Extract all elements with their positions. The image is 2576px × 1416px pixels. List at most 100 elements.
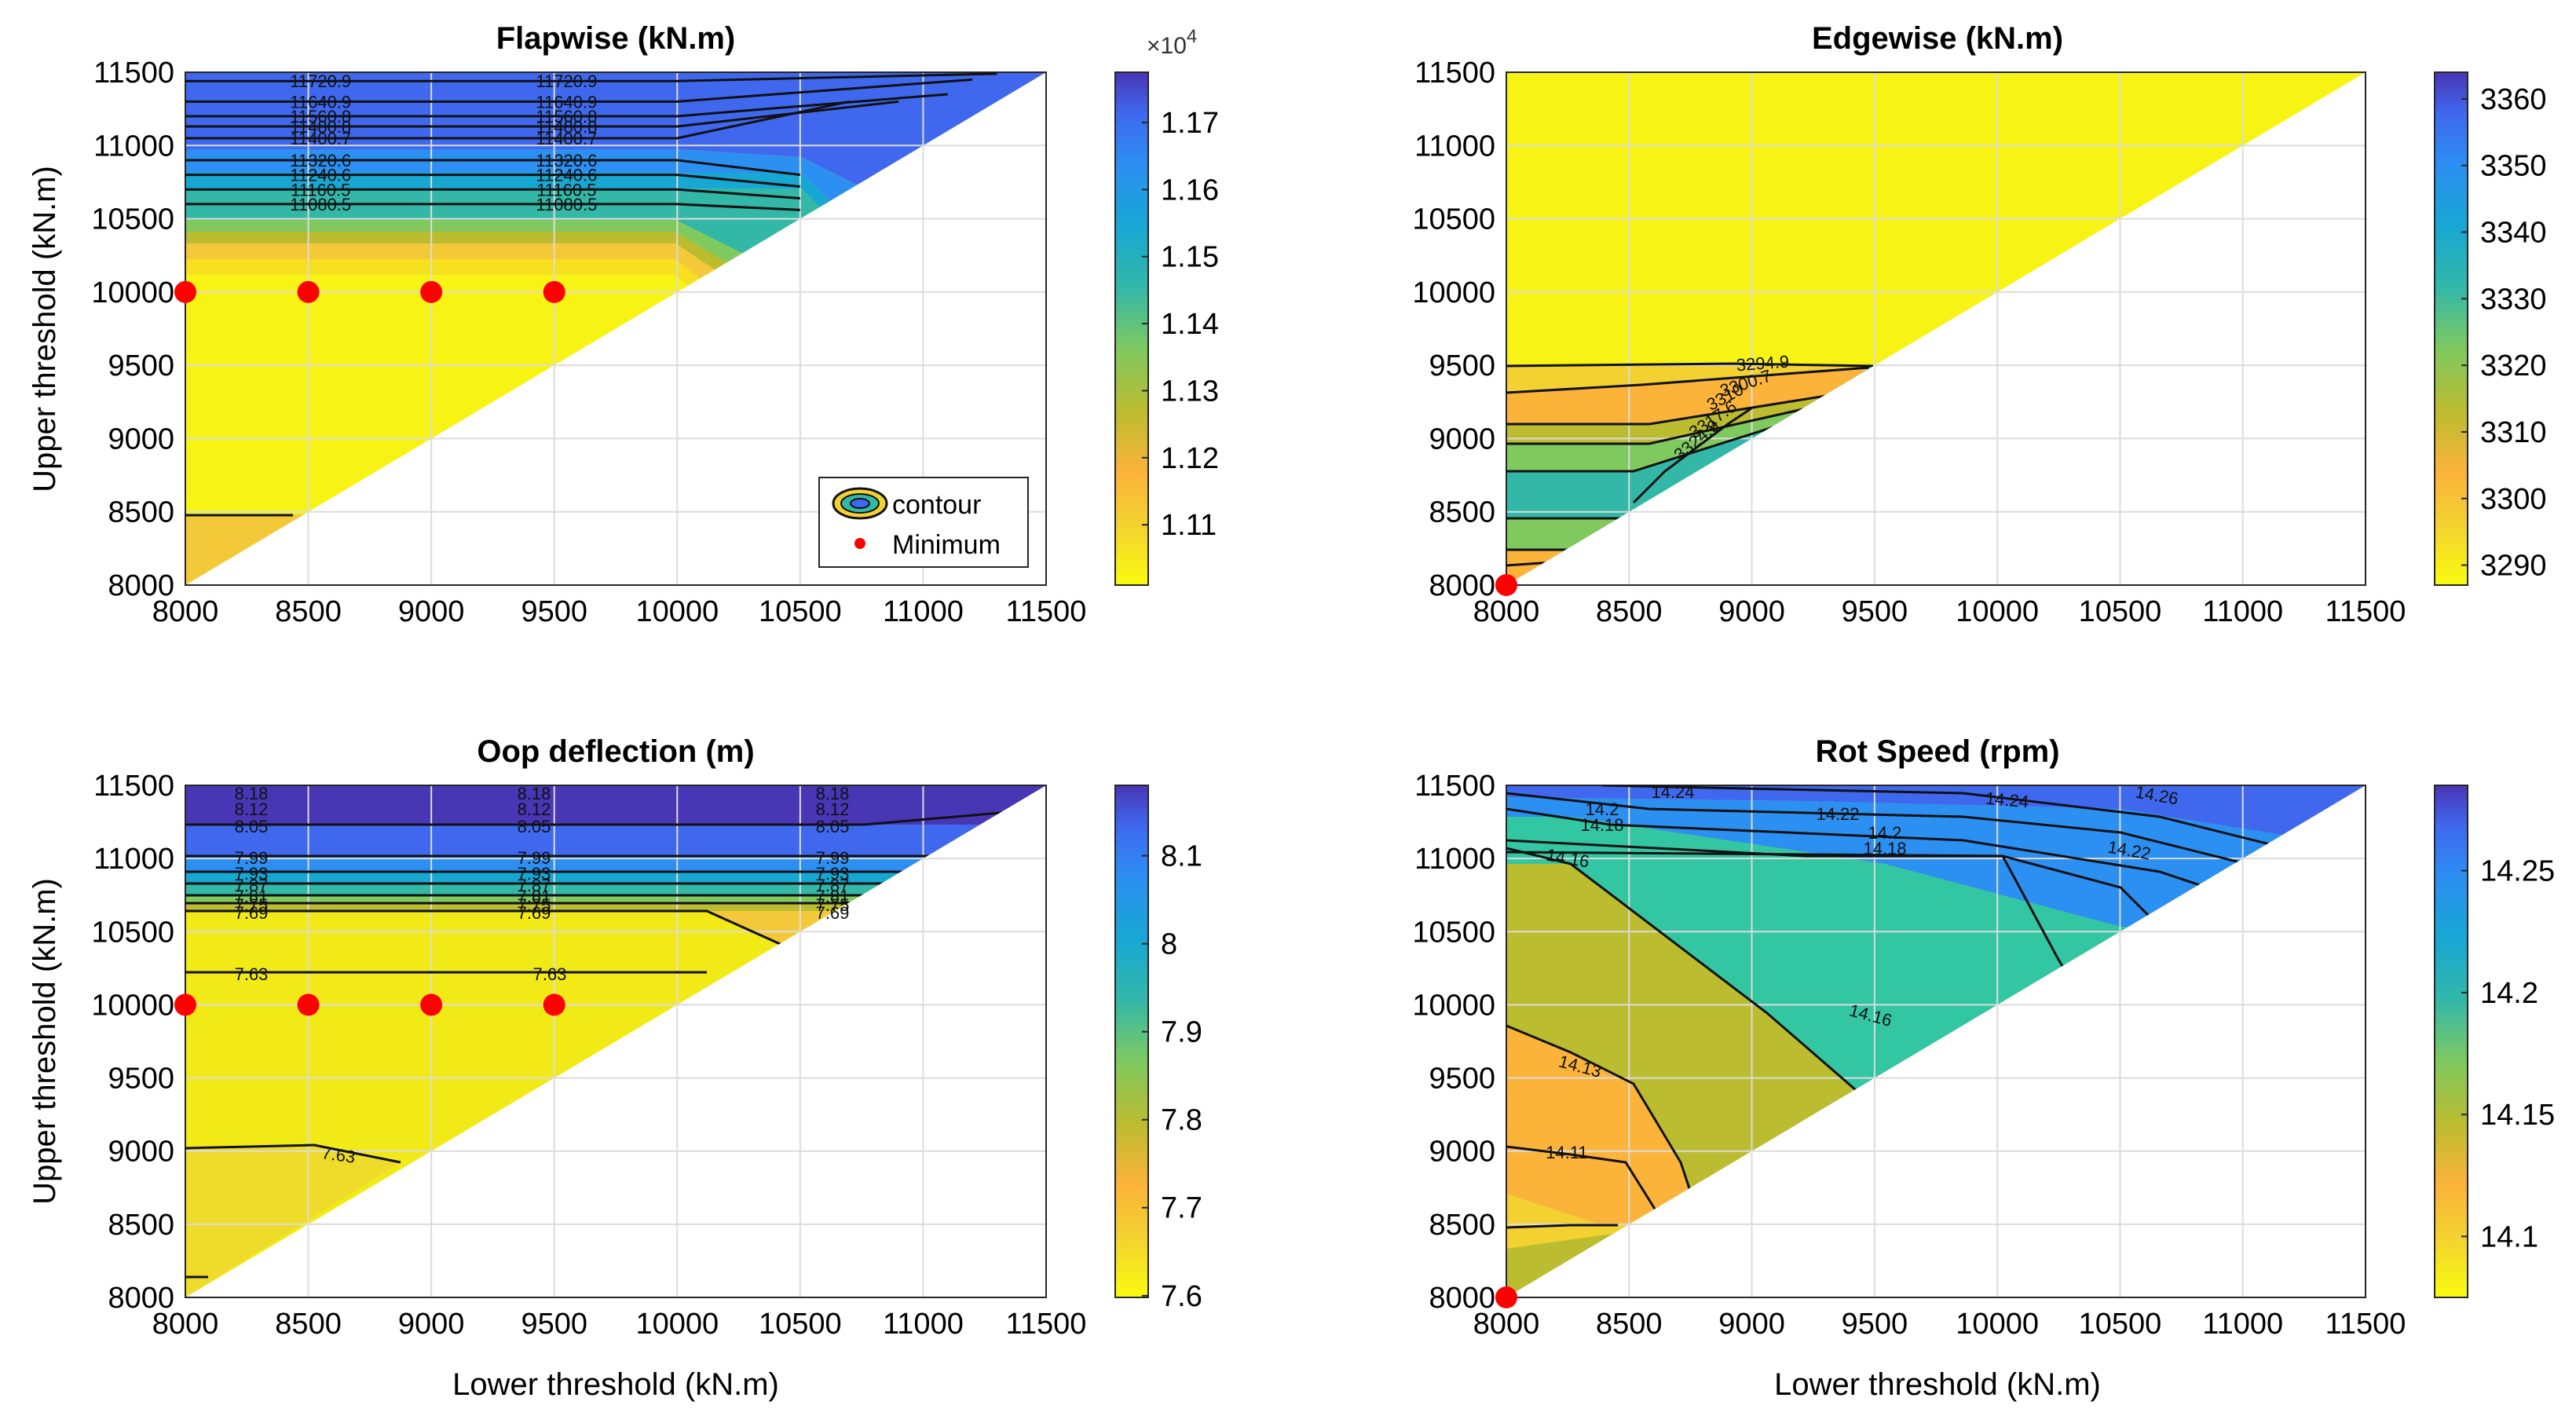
flap-contour-line-0	[185, 203, 800, 211]
flap-contour-label-4-0: 11400.7	[290, 129, 351, 148]
oop-contour-label-6-1: 7.99	[518, 848, 551, 868]
edge-cbar-tick-3350: 3350	[2480, 150, 2547, 183]
edge-contour-label-0: 3294.9	[1736, 352, 1790, 375]
legend-minimum-icon	[854, 538, 865, 549]
oop-contour-label-9-2: 8.18	[816, 784, 850, 803]
flap-xtick-8500: 8500	[275, 595, 342, 628]
edge-xtick-8500: 8500	[1596, 595, 1663, 628]
flap-contour-label-4-1: 11400.7	[536, 129, 597, 148]
oop-contour-label-2-1: 7.75	[518, 895, 551, 915]
edge-cbar-tick-3330: 3330	[2480, 283, 2547, 316]
flap-ytick-11000: 11000	[93, 130, 174, 163]
flap-ytick-10000: 10000	[91, 276, 174, 309]
flap-cbar-tick-1.13: 1.13	[1161, 375, 1219, 408]
oop-ytick-8500: 8500	[108, 1209, 174, 1242]
flap-minimum-marker-0	[174, 280, 196, 303]
oop-cbar-tick-8.1: 8.1	[1161, 840, 1202, 873]
rot-cbar-tick-14.2: 14.2	[2480, 977, 2538, 1010]
flap-contour-line-8	[185, 72, 997, 82]
flap-contour-line-6	[185, 93, 948, 118]
edge-xtick-10500: 10500	[2079, 595, 2162, 628]
edge-ytick-10500: 10500	[1412, 203, 1495, 236]
rot-xtick-8000: 8000	[1473, 1308, 1540, 1341]
flap-contour-label-2-1: 11240.6	[536, 166, 597, 185]
oop-contour-label-3-0: 7.81	[235, 887, 269, 906]
flap-xtick-8000: 8000	[152, 595, 219, 628]
oop-axes-box	[185, 785, 1047, 1298]
oop-cbar-tick-7.6: 7.6	[1161, 1280, 1202, 1313]
rot-contour-label-0: 14.11	[1546, 1143, 1587, 1162]
oop-contour-label-8-1: 8.12	[518, 799, 551, 819]
oop-contour-label-0-1: 7.63	[533, 964, 567, 984]
oop-xtick-8000: 8000	[152, 1308, 219, 1341]
rot-xtick-10000: 10000	[1956, 1308, 2039, 1341]
edge-cbar-tick-3320: 3320	[2480, 349, 2547, 382]
flap-axes-box	[185, 71, 1047, 586]
oop-contour-label-4-2: 7.87	[816, 876, 850, 895]
flap-minimum-marker-2	[420, 280, 443, 303]
oop-xtick-10500: 10500	[759, 1308, 842, 1341]
rot-ytick-8000: 8000	[1429, 1282, 1495, 1315]
flap-xtick-9500: 9500	[521, 595, 587, 628]
flap-cbar-tick-1.17: 1.17	[1161, 107, 1219, 140]
flap-contour-label-1-1: 11160.5	[536, 180, 596, 199]
oop-ytick-9500: 9500	[108, 1063, 174, 1096]
panel-oop: 7.63 7.637.69 7.69 7.697.75 7.75 7.757.81 7.81…	[174, 734, 1047, 1298]
legend-contour-icon-core	[850, 498, 870, 509]
oop-contour-label-3-2: 7.81	[816, 887, 850, 906]
edge-xtick-9000: 9000	[1718, 595, 1785, 628]
edge-markers	[1495, 574, 1517, 596]
flap-contour-line-5	[185, 100, 899, 128]
flap-contour-label-3-0: 11320.6	[290, 151, 351, 170]
rot-minimum-marker-0	[1495, 1286, 1517, 1308]
rot-ytick-11000: 11000	[1414, 843, 1495, 876]
oop-xtick-11000: 11000	[883, 1308, 964, 1341]
edge-ytick-9500: 9500	[1429, 349, 1495, 382]
edge-minimum-marker-0	[1495, 574, 1517, 596]
oop-contour-label-6-0: 7.99	[235, 848, 269, 868]
rot-contour-label-7: 14.2	[1868, 823, 1902, 843]
flap-xtick-10500: 10500	[759, 595, 842, 628]
oop-contour-label-4-0: 7.87	[235, 876, 269, 895]
oop-field	[185, 785, 1046, 1297]
flap-contour-lines	[185, 72, 997, 517]
flap-contour-label-2-0: 11240.6	[290, 166, 351, 185]
flap-contour-line-3	[185, 159, 801, 177]
oop-contour-label-1-1: 7.69	[518, 903, 551, 923]
edge-ytick-8500: 8500	[1429, 496, 1495, 529]
flap-ytick-11500: 11500	[93, 57, 174, 90]
oop-ytick-10000: 10000	[91, 989, 174, 1022]
flap-ytick-8500: 8500	[108, 496, 174, 529]
flap-contour-label-3-1: 11320.6	[536, 151, 597, 170]
rot-xtick-10500: 10500	[2079, 1308, 2162, 1341]
legend-entry-contour: contour	[892, 490, 981, 520]
oop-cbar-tick-7.9: 7.9	[1161, 1016, 1202, 1049]
oop-contour-label-1-0: 7.69	[235, 903, 269, 923]
rot-ytick-9500: 9500	[1429, 1063, 1495, 1096]
flap-contour-label-8-1: 11720.9	[536, 71, 597, 91]
oop-xtick-11500: 11500	[1006, 1308, 1087, 1341]
flap-markers	[174, 280, 565, 303]
flap-ytick-9500: 9500	[108, 349, 174, 382]
rot-markers	[1495, 1286, 1517, 1308]
flap-contour-label-7-1: 11640.9	[536, 92, 597, 112]
oop-xlabel: Lower threshold (kN.m)	[452, 1367, 779, 1402]
flap-contour-label-0-1: 11080.5	[536, 195, 597, 214]
oop-ytick-8000: 8000	[108, 1282, 174, 1315]
rot-title: Rot Speed (rpm)	[1815, 734, 2059, 769]
flap-cbar-tick-1.12: 1.12	[1161, 442, 1219, 475]
oop-markers	[174, 993, 565, 1016]
rot-xlabel: Lower threshold (kN.m)	[1774, 1367, 2101, 1402]
oop-cbar-tick-8: 8	[1161, 928, 1177, 961]
oop-minimum-marker-0	[174, 993, 196, 1016]
edge-cbar-tick-3300: 3300	[2480, 483, 2547, 516]
edge-ytick-9000: 9000	[1429, 423, 1495, 456]
flap-cbar-tick-1.15: 1.15	[1161, 241, 1219, 274]
rot-contour-label-10: 14.24	[1651, 782, 1694, 802]
oop-xtick-10000: 10000	[635, 1308, 719, 1341]
oop-contour-labels: 7.63 7.637.69 7.69 7.697.75 7.75 7.757.81 7.81…	[235, 784, 850, 1167]
oop-contour-label-5-0: 7.93	[235, 864, 269, 884]
oop-contour-label-7-2: 8.05	[816, 817, 850, 836]
